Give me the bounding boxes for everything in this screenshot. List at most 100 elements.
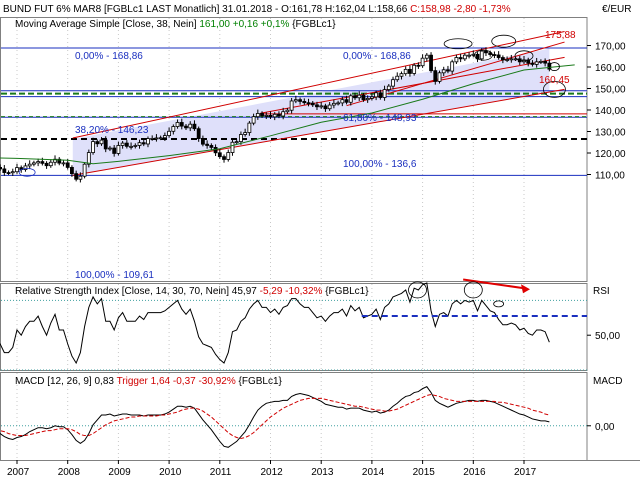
y-tick-label: 150,00: [595, 85, 626, 96]
y-tick-label: 130,00: [595, 128, 626, 139]
candle-body: [108, 147, 112, 150]
macd-title: MACD [12, 26, 9] 0,83 Trigger 1,64 -0,37…: [15, 376, 283, 387]
candle-body: [217, 152, 222, 158]
candle-body: [260, 113, 264, 117]
candle-body: [137, 142, 142, 146]
candle-body: [340, 99, 345, 104]
candle-body: [272, 113, 277, 118]
candle-body: [530, 62, 535, 65]
candle-body: [129, 145, 133, 148]
x-tick-label: 2011: [210, 467, 232, 478]
candle-body: [323, 105, 328, 110]
candle-body: [268, 114, 273, 118]
rsi-tick-label: 50,00: [595, 331, 620, 342]
x-tick-label: 2008: [58, 467, 81, 478]
candle-body: [331, 102, 336, 106]
candle-body: [146, 138, 150, 145]
candle-body: [175, 122, 180, 127]
annotation-circle: [514, 50, 534, 62]
candle-body: [230, 141, 235, 153]
candle-body: [171, 126, 176, 132]
candle-body: [150, 137, 155, 140]
candle-body: [327, 104, 332, 110]
currency-label: €/EUR: [602, 4, 631, 15]
candle-body: [82, 163, 87, 177]
candle-body: [353, 95, 357, 99]
candle-body: [57, 158, 62, 164]
candle-body: [357, 94, 362, 99]
candle-body: [462, 54, 467, 60]
macd-tick-label: 0,00: [595, 422, 615, 433]
candle-body: [36, 161, 41, 164]
candle-body: [505, 59, 510, 61]
candle-body: [99, 139, 104, 145]
candle-body: [251, 116, 256, 124]
candle-body: [222, 156, 226, 160]
candle-body: [44, 162, 49, 167]
candle-body: [0, 167, 3, 170]
fib-label-0a: 0,00% - 168,86: [75, 51, 143, 62]
channel-band: [72, 48, 550, 176]
candle-body: [6, 172, 11, 174]
candle-body: [162, 135, 167, 139]
candle-body: [539, 61, 543, 63]
x-tick-label: 2007: [7, 467, 30, 478]
candle-body: [10, 171, 15, 174]
candle-body: [184, 125, 188, 129]
x-tick-label: 2017: [514, 467, 537, 478]
candle-body: [336, 102, 341, 105]
candle-body: [424, 54, 429, 59]
candle-body: [450, 61, 455, 72]
panel-frame-macd: [0, 372, 588, 461]
candle-body: [365, 97, 370, 101]
x-tick-label: 2013: [311, 467, 334, 478]
candle-body: [454, 57, 459, 63]
candle-body: [534, 61, 539, 65]
candle-body: [298, 99, 302, 102]
candle-body: [74, 173, 79, 180]
rsi-line: [0, 282, 550, 365]
candle-body: [78, 175, 83, 180]
y-tick-label: 170,00: [595, 42, 626, 53]
candle-body: [416, 64, 421, 67]
fib-label-61: 61,80% - 148,93: [343, 113, 417, 124]
candle-body: [133, 145, 138, 147]
candle-body: [226, 152, 231, 160]
channel-label-top: 175,88: [545, 30, 576, 41]
candle-body: [310, 102, 315, 106]
rsi-annotation-circle: [493, 300, 505, 308]
macd-panel-label: MACD: [593, 376, 622, 387]
candle-body: [179, 122, 184, 127]
candle-body: [188, 123, 193, 129]
rsi-arrow-head: [521, 284, 530, 294]
candle-body: [234, 141, 239, 144]
candle-body: [255, 113, 260, 118]
candle-body: [91, 141, 95, 153]
rsi-annotation-circle: [463, 281, 483, 299]
candle-body: [458, 57, 463, 60]
annotation-circle: [549, 62, 560, 71]
x-tick-label: 2010: [159, 467, 182, 478]
candle-body: [116, 145, 121, 154]
annotation-circle: [543, 80, 566, 98]
candle-body: [103, 139, 108, 150]
candle-body: [86, 152, 91, 165]
candle-body: [293, 99, 298, 102]
candle-body: [437, 72, 442, 82]
candle-body: [120, 142, 125, 146]
x-tick-label: 2012: [261, 467, 284, 478]
x-tick-label: 2016: [463, 467, 486, 478]
candle-body: [361, 94, 366, 101]
candle-body: [319, 105, 324, 108]
candle-body: [395, 75, 400, 81]
candle-body: [433, 70, 438, 82]
macd-line: [0, 386, 550, 448]
candle-body: [243, 132, 248, 135]
candle-body: [285, 109, 290, 113]
candle-body: [467, 54, 471, 57]
candle-body: [158, 137, 163, 140]
rsi-annotation-circle: [408, 281, 427, 299]
fib-label-100a: 100,00% - 136,6: [343, 159, 417, 170]
